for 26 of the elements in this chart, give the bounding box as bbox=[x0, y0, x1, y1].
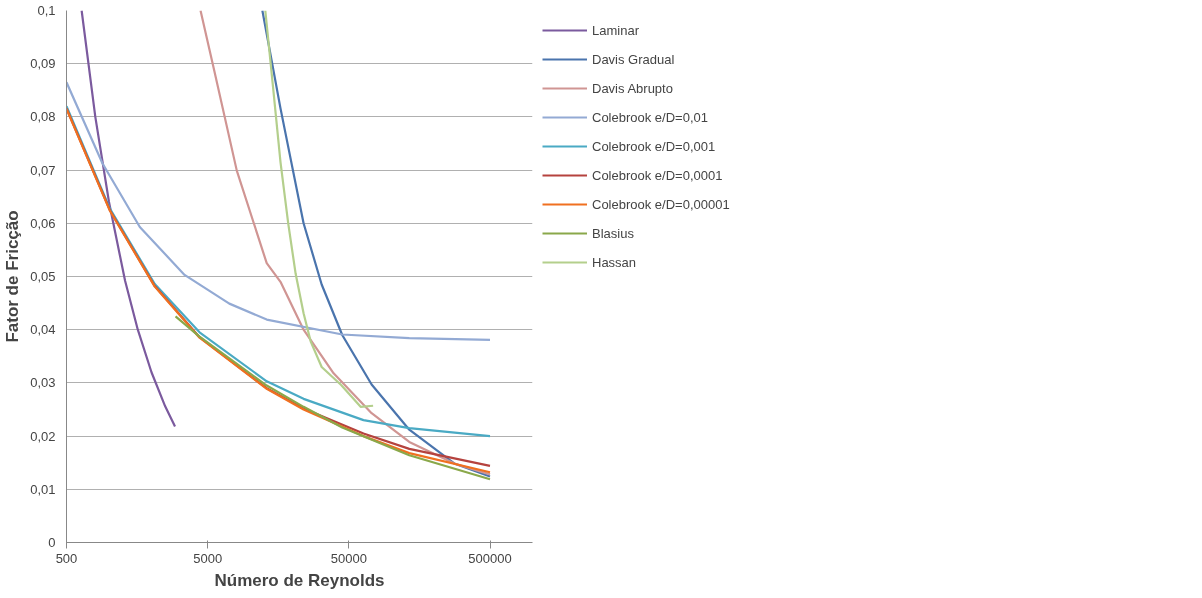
legend-label: Davis Gradual bbox=[592, 51, 675, 67]
legend-label: Colebrook e/D=0,01 bbox=[592, 109, 708, 125]
y-tick-label: 0,04 bbox=[30, 322, 56, 338]
legend-label: Laminar bbox=[592, 22, 639, 38]
legend-label: Blasius bbox=[592, 225, 634, 241]
y-tick-label: 0,01 bbox=[30, 481, 56, 497]
y-tick-label: 0,03 bbox=[30, 375, 56, 391]
x-tick-label: 500000 bbox=[468, 550, 512, 566]
x-axis-title: Número de Reynolds bbox=[214, 570, 385, 590]
y-tick-label: 0,07 bbox=[30, 162, 56, 178]
x-tick-label: 5000 bbox=[193, 550, 223, 566]
legend-label: Hassan bbox=[592, 254, 637, 270]
y-tick-label: 0,06 bbox=[30, 215, 56, 231]
y-tick-label: 0,02 bbox=[30, 428, 56, 444]
legend-label: Colebrook e/D=0,00001 bbox=[592, 196, 730, 212]
y-tick-label: 0,1 bbox=[37, 3, 56, 18]
y-tick-label: 0,08 bbox=[30, 109, 56, 125]
y-axis-title: Fator de Fricção bbox=[3, 210, 23, 343]
legend-label: Colebrook e/D=0,001 bbox=[592, 138, 716, 154]
y-tick-label: 0 bbox=[48, 535, 56, 550]
x-tick-label: 500 bbox=[55, 550, 78, 566]
x-tick-label: 50000 bbox=[330, 550, 367, 566]
legend-label: Colebrook e/D=0,0001 bbox=[592, 167, 723, 183]
legend-label: Davis Abrupto bbox=[592, 80, 673, 96]
y-tick-label: 0,05 bbox=[30, 269, 56, 284]
y-tick-label: 0,09 bbox=[30, 56, 56, 72]
